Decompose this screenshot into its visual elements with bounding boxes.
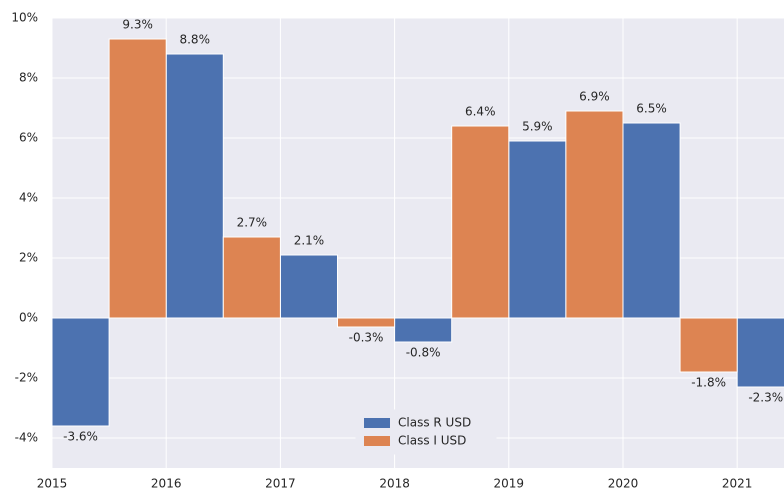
y-tick-label: 0% [19, 311, 38, 325]
data-label: -1.8% [691, 376, 726, 390]
data-label: -2.3% [748, 391, 783, 405]
data-label: 6.4% [465, 105, 496, 119]
x-tick-label: 2018 [379, 477, 410, 491]
y-tick-label: 10% [11, 11, 38, 25]
bar [336, 317, 396, 328]
legend-swatch [364, 436, 390, 446]
x-tick-label: 2021 [722, 477, 753, 491]
bar [222, 236, 281, 319]
legend-box [355, 409, 497, 455]
bar [451, 125, 510, 319]
bar [565, 110, 624, 319]
legend-label: Class I USD [398, 434, 466, 448]
x-tick-label: 2015 [37, 477, 68, 491]
data-label: 6.5% [636, 102, 667, 116]
y-tick-label: -4% [15, 431, 38, 445]
data-label: 6.9% [579, 90, 610, 104]
bar [508, 140, 567, 319]
y-tick-label: -2% [15, 371, 38, 385]
bar [51, 317, 110, 427]
data-label: 9.3% [122, 18, 153, 32]
data-label: -0.3% [349, 331, 384, 345]
bar [279, 254, 338, 319]
x-tick-label: 2020 [608, 477, 639, 491]
data-label: 2.7% [237, 216, 268, 230]
x-tick-label: 2019 [494, 477, 525, 491]
data-label: -0.8% [406, 346, 441, 360]
bar [108, 38, 167, 319]
y-tick-label: 4% [19, 191, 38, 205]
y-tick-label: 8% [19, 71, 38, 85]
y-tick-label: 6% [19, 131, 38, 145]
data-label: -3.6% [63, 430, 98, 444]
data-label: 2.1% [294, 234, 325, 248]
bar [165, 53, 224, 319]
x-tick-label: 2016 [151, 477, 182, 491]
data-label: 8.8% [179, 33, 210, 47]
legend-label: Class R USD [398, 416, 471, 430]
x-tick-label: 2017 [265, 477, 296, 491]
legend-swatch [364, 418, 390, 428]
data-label: 5.9% [522, 120, 553, 134]
bar [394, 317, 453, 343]
bar [622, 122, 681, 319]
bar [679, 317, 738, 373]
bar [736, 317, 784, 388]
y-tick-label: 2% [19, 251, 38, 265]
